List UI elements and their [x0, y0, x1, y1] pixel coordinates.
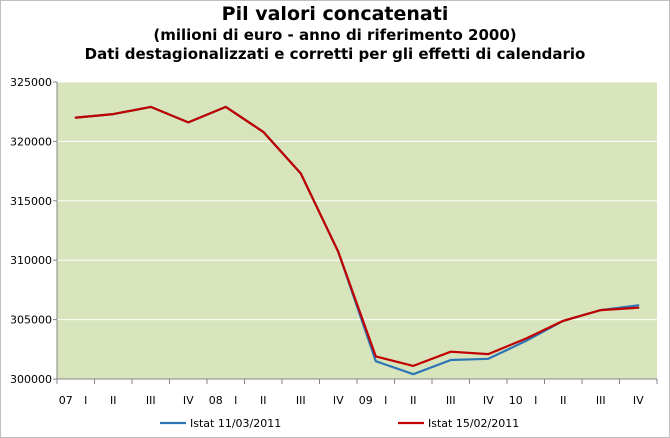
- x-category-label: I: [384, 394, 387, 407]
- x-year-label: 08: [209, 394, 223, 407]
- series-point-2: [599, 309, 602, 311]
- chart-titles: Pil valori concatenati (milioni di euro …: [0, 2, 670, 64]
- series-point-2: [487, 353, 490, 355]
- y-tick-label: 320000: [10, 135, 52, 148]
- x-category-label: IV: [483, 394, 494, 407]
- series-point-2: [412, 365, 415, 367]
- series-point-2: [524, 337, 527, 340]
- series-point-2: [337, 251, 340, 253]
- x-category-label: III: [596, 394, 606, 407]
- series-point-1: [412, 373, 415, 376]
- y-tick-label: 310000: [10, 254, 52, 267]
- series-point-2: [224, 106, 227, 108]
- x-category-label: II: [560, 394, 567, 407]
- chart-subtitle-2: Dati destagionalizzati e corretti per gl…: [84, 45, 586, 63]
- x-category-label: II: [260, 394, 267, 407]
- x-category-label: I: [534, 394, 537, 407]
- chart-title: Pil valori concatenati: [221, 3, 449, 25]
- series-point-1: [487, 358, 490, 360]
- series-point-2: [449, 350, 452, 353]
- legend-label-2: Istat 15/02/2011: [428, 417, 519, 430]
- chart-subtitle-1: (milioni di euro - anno di riferimento 2…: [153, 26, 517, 44]
- legend-label-1: Istat 11/03/2011: [190, 417, 281, 430]
- series-point-2: [637, 306, 640, 309]
- series-point-1: [449, 359, 452, 361]
- plot-area: [57, 82, 657, 379]
- y-tick-label: 300000: [10, 373, 52, 386]
- x-category-label: II: [410, 394, 417, 407]
- x-category-label: III: [146, 394, 156, 407]
- x-category-label: IV: [183, 394, 194, 407]
- series-point-2: [74, 116, 77, 119]
- series-point-2: [299, 172, 302, 175]
- series-line-2: [74, 105, 640, 367]
- y-tick-label: 325000: [10, 76, 52, 89]
- x-category-label: III: [296, 394, 306, 407]
- x-category-label: I: [84, 394, 87, 407]
- series-point-2: [562, 319, 565, 322]
- series-point-1: [524, 340, 527, 342]
- x-category-label: III: [446, 394, 456, 407]
- series-point-1: [637, 304, 640, 307]
- series-point-2: [149, 106, 152, 108]
- y-tick-label: 305000: [10, 314, 52, 327]
- series-point-2: [262, 131, 265, 133]
- x-category-label: I: [234, 394, 237, 407]
- x-year-label: 09: [359, 394, 373, 407]
- y-tick-label: 315000: [10, 195, 52, 208]
- x-year-label: 07: [59, 394, 73, 407]
- series-point-1: [374, 360, 377, 362]
- series-point-2: [112, 113, 115, 115]
- series-point-2: [187, 121, 190, 124]
- x-category-label: IV: [633, 394, 644, 407]
- x-year-label: 10: [509, 394, 523, 407]
- x-category-label: II: [110, 394, 117, 407]
- x-category-label: IV: [333, 394, 344, 407]
- series-point-2: [374, 355, 377, 358]
